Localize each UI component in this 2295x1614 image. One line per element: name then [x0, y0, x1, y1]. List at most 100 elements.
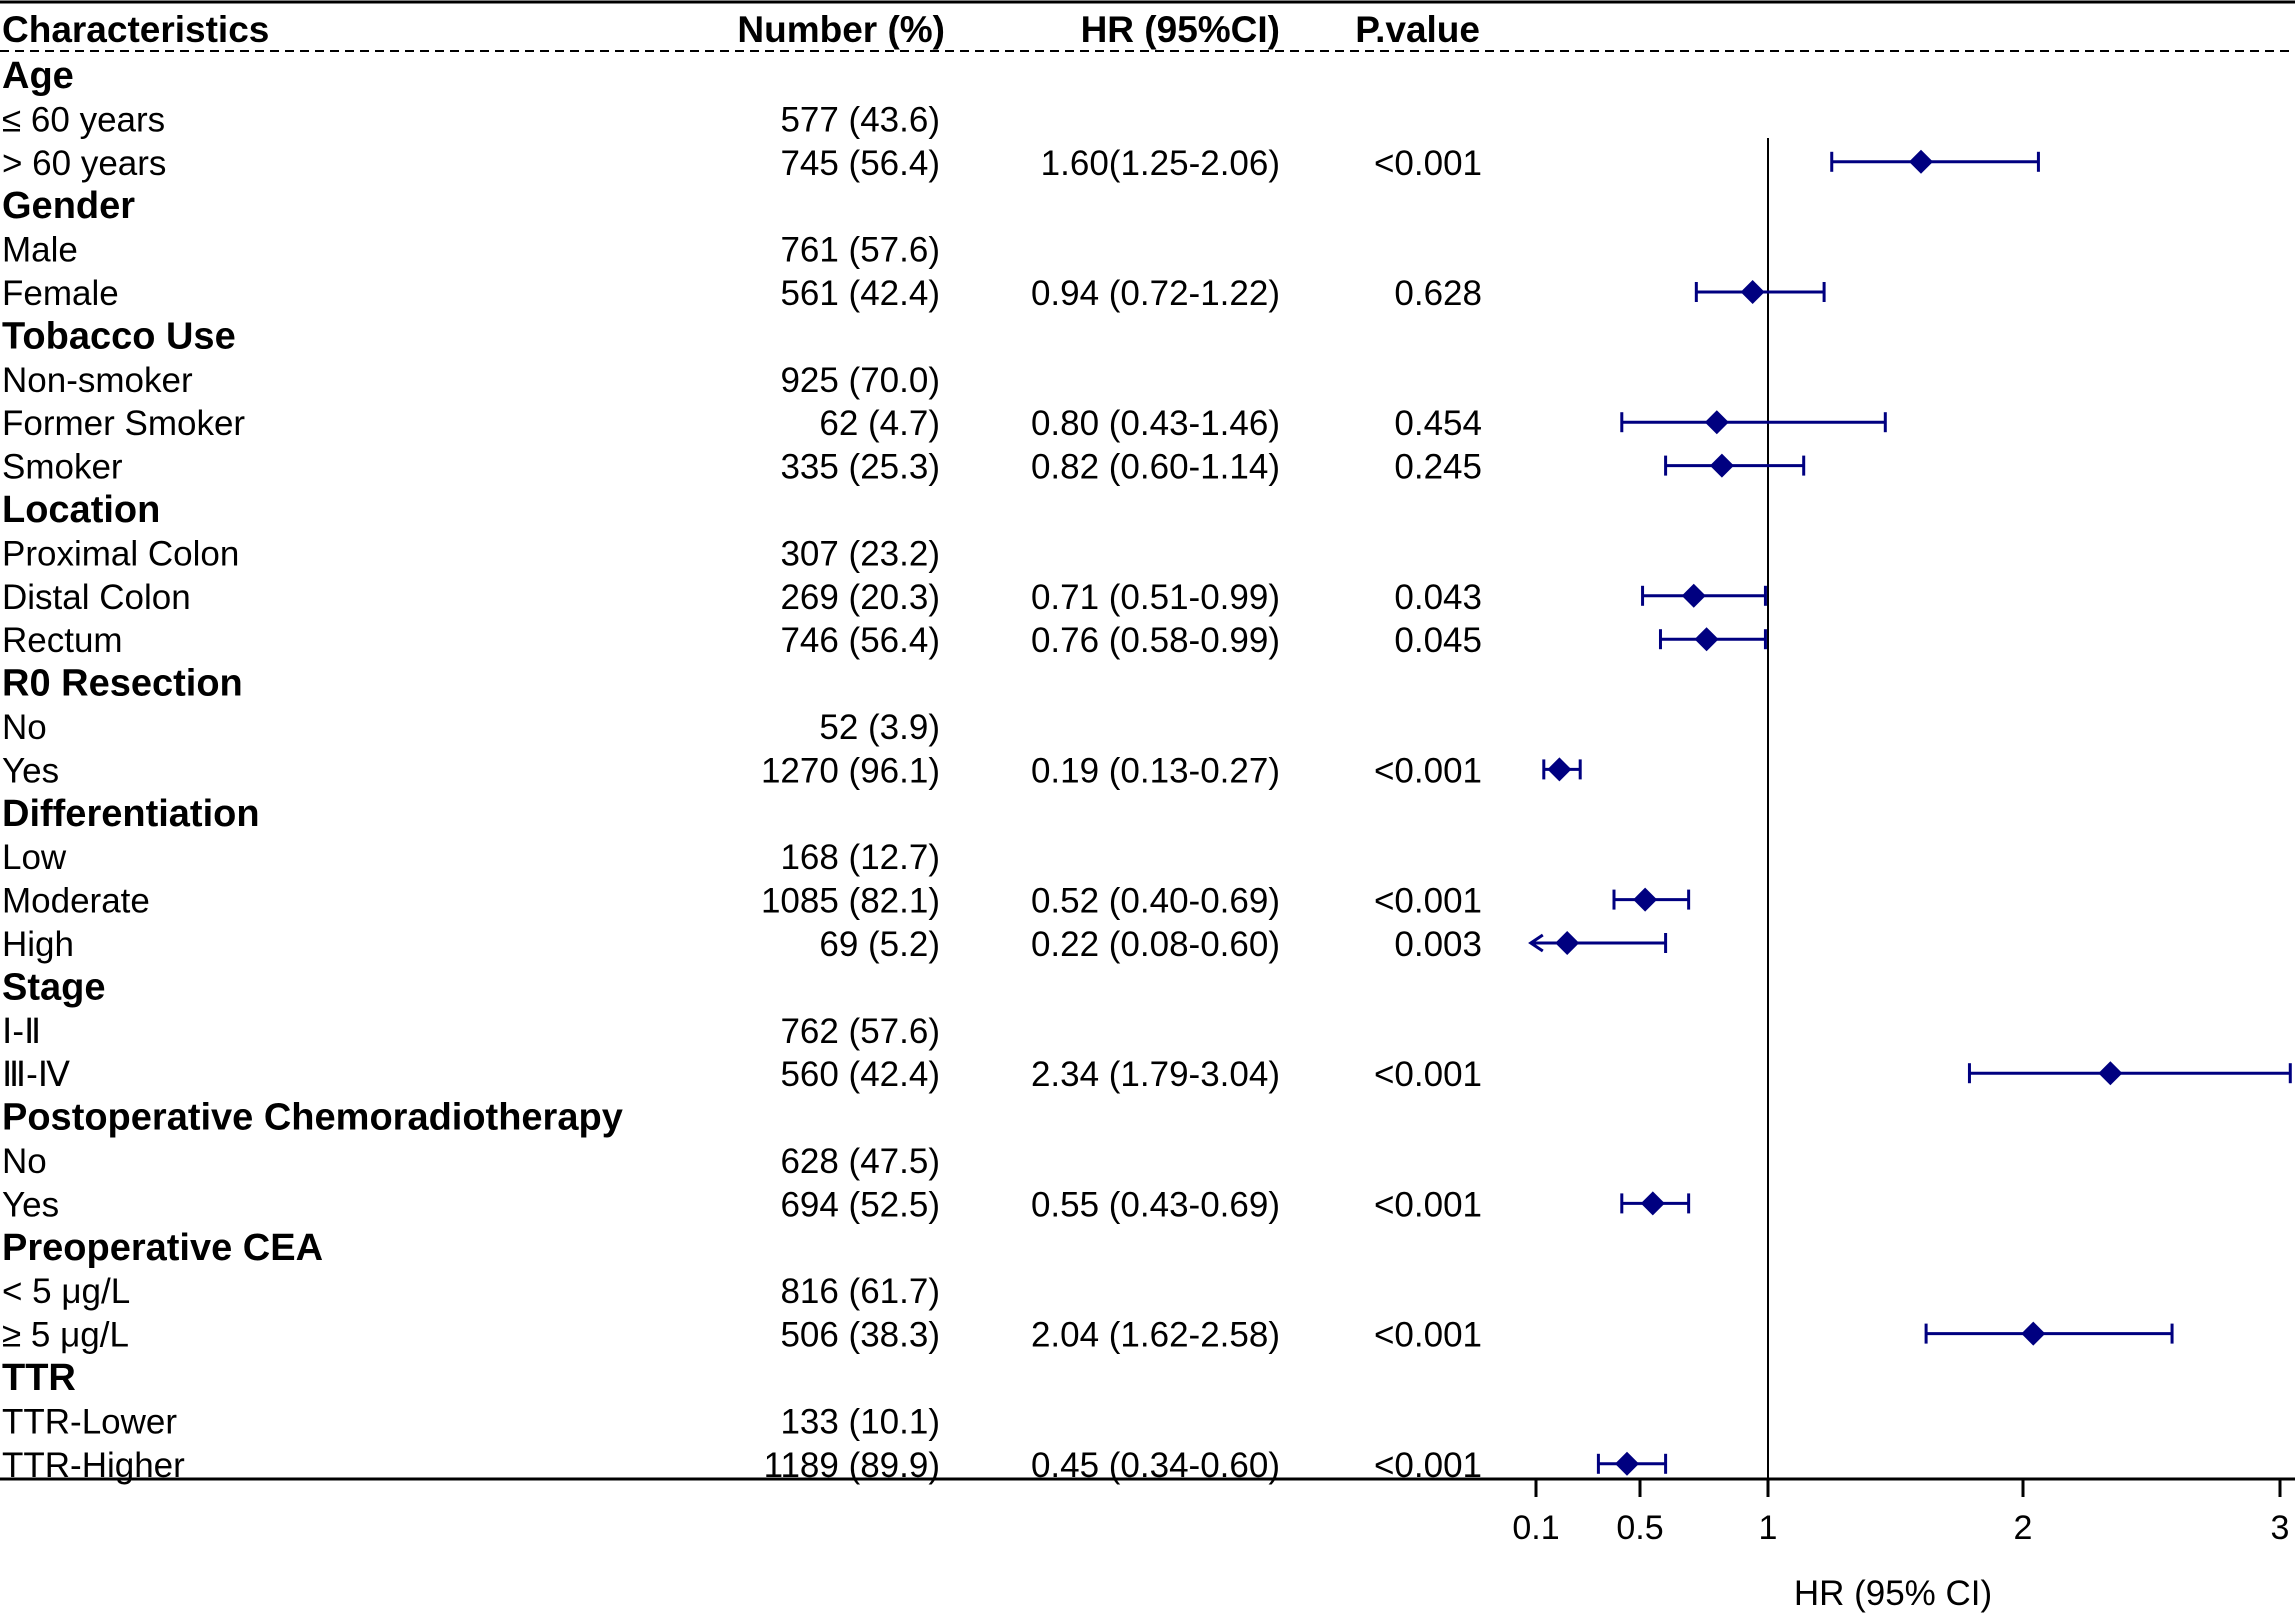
header-hr: HR (95%CI): [1081, 9, 1280, 50]
row-pvalue: 0.043: [1394, 578, 1482, 617]
row-hr: 0.80 (0.43-1.46): [1031, 404, 1280, 443]
row-label: High: [2, 925, 74, 964]
hr-diamond: [1909, 149, 1933, 174]
estimate-row: [1694, 280, 1826, 304]
group-heading: Gender: [2, 185, 135, 227]
row-label: Proximal Colon: [2, 534, 239, 573]
row-label: Moderate: [2, 882, 150, 921]
row-number: 745 (56.4): [780, 144, 940, 183]
x-tick-label: 0.1: [1512, 1509, 1559, 1547]
table-rows: Age≤ 60 years 577 (43.6) > 60 years 745 (56…: [2, 55, 1482, 1485]
row-label: Male: [2, 231, 78, 270]
row-hr: 2.34 (1.79-3.04): [1031, 1055, 1280, 1094]
row-hr: 0.94 (0.72-1.22): [1031, 274, 1280, 313]
row-label: < 5 μg/L: [2, 1272, 130, 1311]
header-characteristics: Characteristics: [2, 9, 269, 50]
row-number: 335 (25.3): [780, 448, 940, 487]
row-pvalue: 0.003: [1394, 925, 1482, 964]
hr-diamond: [1555, 931, 1580, 955]
row-pvalue: <0.001: [1374, 1316, 1482, 1355]
row-label: Former Smoker: [2, 404, 245, 443]
row-pvalue: <0.001: [1374, 144, 1482, 183]
row-hr: 0.82 (0.60-1.14): [1031, 448, 1280, 487]
row-hr: 0.71 (0.51-0.99): [1031, 578, 1280, 617]
row-label: > 60 years: [2, 144, 166, 183]
plot-area: [1528, 138, 2292, 1479]
estimate-row: [1596, 1451, 1668, 1476]
x-tick-label: 3: [2271, 1509, 2290, 1547]
row-number: 560 (42.4): [780, 1055, 940, 1094]
group-heading: TTR: [2, 1357, 76, 1399]
ci-arrow: [1528, 933, 1544, 953]
row-hr: 0.22 (0.08-0.60): [1031, 925, 1280, 964]
row-number: 761 (57.6): [780, 231, 940, 270]
estimate-row: [1620, 410, 1887, 435]
row-label: Yes: [2, 1185, 59, 1224]
row-pvalue: <0.001: [1374, 882, 1482, 921]
row-label: TTR-Lower: [2, 1402, 177, 1441]
hr-diamond: [1547, 757, 1572, 782]
group-heading: Location: [2, 489, 160, 531]
row-number: 1085 (82.1): [761, 882, 940, 921]
row-hr: 2.04 (1.62-2.58): [1031, 1316, 1280, 1355]
row-number: 52 (3.9): [819, 708, 940, 747]
row-number: 577 (43.6): [780, 100, 940, 139]
x-tick-label: 2: [2014, 1509, 2033, 1547]
x-tick-label: 1: [1759, 1509, 1778, 1547]
group-heading: Stage: [2, 966, 105, 1008]
estimate-row: [1924, 1321, 2174, 1346]
row-number: 561 (42.4): [780, 274, 940, 313]
row-hr: 0.55 (0.43-0.69): [1031, 1185, 1280, 1224]
row-hr: 1.60(1.25-2.06): [1041, 144, 1280, 183]
row-label: No: [2, 708, 47, 747]
hr-diamond: [1709, 453, 1734, 478]
hr-diamond: [1740, 280, 1765, 304]
hr-diamond: [1694, 627, 1719, 652]
row-label: Low: [2, 838, 67, 877]
estimate-row: [1641, 583, 1767, 608]
group-heading: Preoperative CEA: [2, 1227, 323, 1269]
hr-diamond: [1640, 1191, 1665, 1216]
group-heading: R0 Resection: [2, 663, 243, 705]
row-pvalue: 0.628: [1394, 274, 1482, 313]
row-pvalue: <0.001: [1374, 1185, 1482, 1224]
row-label: Non-smoker: [2, 361, 193, 400]
row-label: ≤ 60 years: [2, 100, 165, 139]
row-pvalue: 0.045: [1394, 621, 1482, 660]
row-number: 628 (47.5): [780, 1142, 940, 1181]
group-heading: Tobacco Use: [2, 315, 236, 357]
estimate-row: [1542, 757, 1582, 782]
row-number: 746 (56.4): [780, 621, 940, 660]
row-hr: 0.52 (0.40-0.69): [1031, 882, 1280, 921]
row-number: 762 (57.6): [780, 1012, 940, 1051]
row-pvalue: <0.001: [1374, 751, 1482, 790]
hr-diamond: [1704, 410, 1729, 435]
hr-diamond: [1633, 887, 1658, 912]
row-pvalue: 0.454: [1394, 404, 1482, 443]
estimate-row: [1664, 453, 1806, 478]
hr-diamond: [1681, 583, 1706, 608]
row-label: ≥ 5 μg/L: [2, 1316, 129, 1355]
row-label: Yes: [2, 751, 59, 790]
row-pvalue: <0.001: [1374, 1055, 1482, 1094]
header-number: Number (%): [737, 9, 945, 50]
group-heading: Age: [2, 55, 74, 97]
row-number: 307 (23.2): [780, 534, 940, 573]
row-number: 62 (4.7): [819, 404, 940, 443]
hr-diamond: [1615, 1451, 1639, 1476]
header-pvalue: P.value: [1355, 9, 1480, 50]
hr-diamond: [2098, 1061, 2123, 1086]
row-label: No: [2, 1142, 47, 1181]
row-label: Ⅲ-Ⅳ: [2, 1055, 71, 1094]
row-label: Ⅰ-Ⅱ: [2, 1012, 41, 1051]
row-number: 506 (38.3): [780, 1316, 940, 1355]
row-number: 168 (12.7): [780, 838, 940, 877]
group-heading: Differentiation: [2, 793, 260, 835]
row-label: Female: [2, 274, 119, 313]
hr-diamond: [2021, 1321, 2046, 1346]
estimate-row: [1528, 931, 1668, 955]
x-axis: 0.1 0.5 1 2 3: [1512, 1479, 2289, 1547]
estimate-row: [1830, 149, 2040, 174]
estimate-row: [1612, 887, 1691, 912]
row-label: Smoker: [2, 448, 123, 487]
